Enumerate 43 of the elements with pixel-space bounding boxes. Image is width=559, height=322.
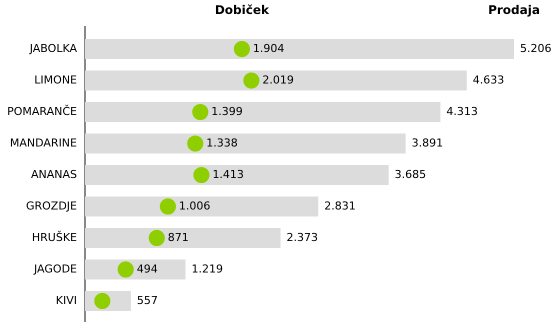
bar <box>85 70 467 91</box>
y-tick-label: JABOLKA <box>28 42 78 56</box>
y-tick-label: JAGODE <box>33 262 78 276</box>
data-label: 1.338 <box>206 136 238 150</box>
data-label: 2.019 <box>262 74 294 87</box>
data-label: 871 <box>168 230 189 244</box>
point <box>234 40 250 58</box>
data-label: 1.413 <box>212 168 244 181</box>
point <box>160 198 176 215</box>
data-label: 557 <box>136 294 158 307</box>
data-label: 3.891 <box>412 136 444 150</box>
bar <box>85 39 514 60</box>
data-label: 4.313 <box>446 105 478 118</box>
y-tick-label: MANDARINE <box>10 136 78 150</box>
y-tick-label: HRUŠKE <box>32 230 78 244</box>
y-tick-label: KIVI <box>56 294 77 307</box>
point <box>193 166 210 184</box>
text: Dobiček <box>214 3 270 17</box>
point <box>118 261 134 278</box>
data-label: 1.006 <box>178 200 210 212</box>
point <box>192 104 208 120</box>
data-label: 4.633 <box>472 74 504 87</box>
y-tick-label: LIMONE <box>34 74 78 87</box>
data-label: 2.831 <box>324 200 356 212</box>
series-label: Prodaja <box>488 3 540 17</box>
data-label: 1.399 <box>211 105 243 118</box>
data-label: 494 <box>136 262 158 276</box>
data-label: 5.206 <box>520 42 552 56</box>
point <box>187 135 204 152</box>
point <box>148 230 165 246</box>
y-tick-label: POMARANČE <box>7 104 78 118</box>
data-label: 1.904 <box>252 42 284 56</box>
bar <box>85 165 389 185</box>
bar <box>85 196 318 216</box>
y-tick-label: GROZDJE <box>26 200 78 212</box>
bar <box>85 228 281 248</box>
bar <box>85 134 406 154</box>
data-label: 2.373 <box>286 230 318 244</box>
data-label: 1.219 <box>191 262 223 276</box>
bar <box>85 102 440 122</box>
data-label: 3.685 <box>394 168 426 181</box>
point <box>243 72 260 89</box>
y-tick-label: ANANAS <box>30 168 78 181</box>
